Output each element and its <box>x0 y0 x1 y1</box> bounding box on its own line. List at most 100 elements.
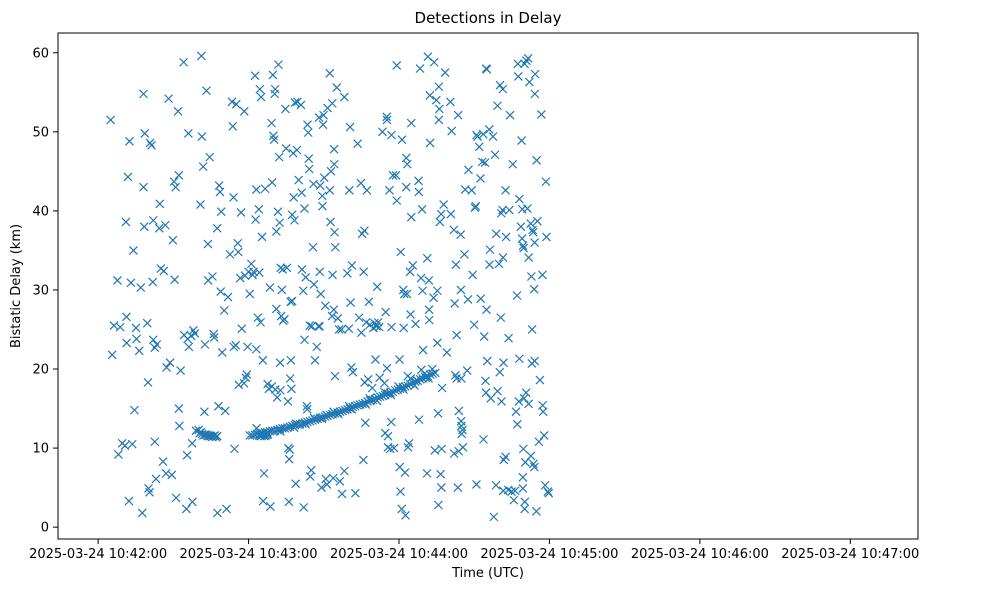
data-point <box>253 313 263 323</box>
data-point <box>532 216 542 226</box>
data-point <box>290 215 299 225</box>
data-point <box>274 152 284 162</box>
data-point <box>414 176 423 186</box>
data-point <box>401 182 411 192</box>
data-point <box>520 504 530 514</box>
data-point <box>476 174 485 183</box>
data-point <box>328 473 338 483</box>
data-point <box>152 340 162 349</box>
data-point <box>329 159 339 169</box>
data-point <box>508 159 518 169</box>
data-point <box>289 193 299 202</box>
data-point <box>449 449 459 459</box>
data-point <box>518 444 528 454</box>
data-point <box>255 84 265 94</box>
data-point <box>391 170 401 180</box>
data-point <box>424 315 434 325</box>
data-point <box>297 264 307 274</box>
data-point <box>541 177 551 187</box>
data-point <box>339 92 349 102</box>
data-point <box>471 201 481 211</box>
data-point <box>418 286 427 296</box>
data-point <box>436 483 446 493</box>
data-point <box>251 185 261 194</box>
data-point <box>187 497 197 507</box>
data-point <box>540 480 550 490</box>
data-point <box>155 199 165 209</box>
data-point <box>279 314 289 324</box>
data-point <box>235 273 245 283</box>
data-point <box>496 313 506 323</box>
data-point <box>292 145 302 155</box>
data-point <box>220 406 230 416</box>
data-point <box>490 150 500 160</box>
data-point <box>280 104 290 114</box>
data-point <box>162 363 171 372</box>
data-point <box>389 443 399 453</box>
data-point <box>120 441 130 451</box>
data-point <box>212 223 222 233</box>
data-point <box>145 487 154 497</box>
data-point <box>519 393 529 403</box>
data-point <box>522 204 532 213</box>
data-point <box>325 185 335 195</box>
data-point <box>318 120 328 130</box>
data-point <box>418 345 428 355</box>
data-point <box>251 215 260 225</box>
data-point <box>115 322 125 332</box>
data-point <box>399 385 408 394</box>
y-axis-title: Bistatic Delay (km) <box>9 224 24 348</box>
data-point <box>498 253 508 262</box>
data-point <box>524 253 534 262</box>
data-point <box>468 270 478 280</box>
data-point <box>275 218 285 228</box>
data-point <box>237 324 247 334</box>
data-point <box>534 437 544 447</box>
data-point <box>472 480 481 489</box>
data-point <box>106 115 116 125</box>
data-point <box>337 325 346 334</box>
data-point <box>434 104 444 114</box>
data-point <box>514 397 524 406</box>
data-point <box>171 493 181 503</box>
data-point <box>298 419 307 428</box>
data-point <box>411 375 421 385</box>
data-point <box>388 170 398 180</box>
data-point <box>284 454 294 464</box>
data-point <box>200 407 209 417</box>
data-point <box>174 170 184 180</box>
x-tick-label: 2025-03-24 10:46:00 <box>631 547 769 562</box>
data-point <box>164 94 173 104</box>
data-point <box>145 138 155 148</box>
data-point <box>169 177 179 187</box>
data-point <box>148 335 158 345</box>
data-point <box>214 401 223 411</box>
data-point <box>356 328 366 338</box>
data-point <box>373 393 383 402</box>
data-point <box>254 204 264 214</box>
data-point <box>528 459 538 469</box>
plot-frame <box>57 32 919 540</box>
data-point <box>271 227 281 236</box>
data-point <box>326 166 336 176</box>
data-point <box>460 249 469 259</box>
data-point <box>424 374 434 383</box>
data-point <box>323 411 332 421</box>
data-point <box>518 241 528 251</box>
data-point <box>227 97 237 107</box>
data-point <box>233 247 243 257</box>
data-point <box>239 378 249 388</box>
data-point <box>265 283 275 293</box>
data-point <box>248 270 257 280</box>
data-point <box>124 496 134 506</box>
y-tick-label: 40 <box>32 204 49 219</box>
data-point <box>527 325 537 334</box>
data-point <box>524 77 534 87</box>
data-point <box>272 393 282 402</box>
x-tick-label: 2025-03-24 10:44:00 <box>330 547 468 562</box>
data-point <box>319 110 328 120</box>
data-point <box>464 165 473 175</box>
data-point <box>303 120 312 130</box>
data-point <box>304 154 314 164</box>
data-point <box>411 319 420 329</box>
